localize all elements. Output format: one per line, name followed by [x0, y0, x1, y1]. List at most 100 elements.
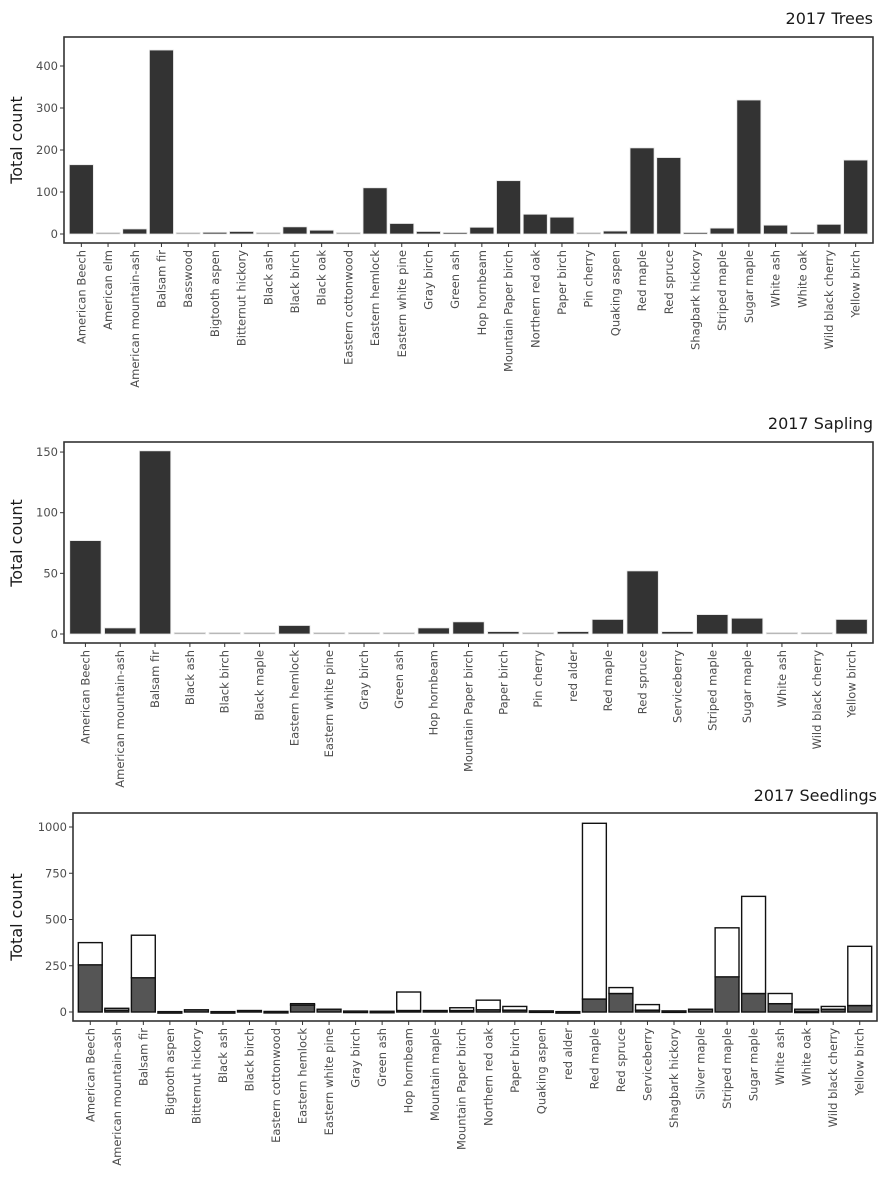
seedlings-bar-lower [847, 1004, 873, 1013]
seedlings-bar-lower [369, 1010, 395, 1014]
seedlings-bar-lower [157, 1010, 183, 1014]
sapling-y-tick-label: 100 [36, 506, 58, 520]
trees-bar [576, 232, 602, 235]
sapling-bar [487, 631, 520, 635]
sapling-bar [731, 617, 764, 635]
seedlings-bar-lower [555, 1010, 581, 1014]
seedlings-x-tick-label: Hop hornbeam [402, 1028, 416, 1113]
trees-bar [549, 216, 575, 235]
trees-bar [202, 231, 228, 235]
seedlings-bar-lower [77, 964, 103, 1013]
seedlings-x-tick-label: American mountain-ash [110, 1028, 124, 1166]
trees-x-tick-label: White oak [795, 250, 809, 308]
trees-y-tick-label: 300 [36, 101, 58, 115]
sapling-bar [765, 632, 799, 635]
trees-bar [335, 232, 361, 235]
sapling-bar [382, 632, 415, 635]
seedlings-bar-upper [847, 945, 873, 1007]
trees-x-ticks: American Beech American elm American mount… [74, 243, 863, 388]
trees-chart: 2017 Trees Total count 0 100 200 300 400 Ame… [7, 9, 874, 388]
sapling-plot-frame [63, 441, 874, 644]
seedlings-x-tick-label: Silver maple [694, 1028, 708, 1100]
seedlings-x-tick-label: Gray birch [349, 1028, 363, 1088]
sapling-bar [208, 632, 241, 635]
seedlings-x-tick-label: Red maple [587, 1028, 601, 1089]
sapling-x-tick-label: Wild black cherry [810, 650, 824, 750]
trees-x-tick-label: Gray birch [421, 250, 435, 310]
sapling-x-tick-label: Mountain Paper birch [462, 650, 476, 772]
seedlings-bar-upper [581, 822, 608, 1000]
seedlings-bar-upper [740, 895, 767, 995]
seedlings-bar-upper [794, 1008, 820, 1012]
trees-bar [709, 227, 735, 235]
seedlings-bar-lower [608, 992, 634, 1013]
seedlings-bars [77, 822, 873, 1014]
seedlings-x-tick-label: Mountain maple [428, 1028, 442, 1121]
sapling-x-tick-label: American Beech [78, 650, 92, 744]
seedlings-x-tick-label: Northern red oak [481, 1028, 495, 1126]
seedlings-x-tick-label: Striped maple [720, 1028, 734, 1109]
sapling-x-tick-label: Balsam fir [148, 650, 162, 708]
trees-x-tick-label: Green ash [448, 250, 462, 309]
trees-bar [469, 226, 495, 235]
trees-y-tick-label: 400 [36, 59, 58, 73]
sapling-bar [278, 625, 311, 635]
trees-bar [736, 99, 762, 235]
seedlings-bar-upper [767, 992, 793, 1005]
seedlings-x-tick-label: Quaking aspen [534, 1028, 548, 1114]
seedlings-x-ticks: American Beech American mountain-ash Balsa… [83, 1021, 867, 1166]
sapling-x-tick-label: Striped maple [705, 650, 719, 731]
trees-x-tick-label: American mountain-ash [128, 250, 142, 388]
seedlings-x-tick-label: Paper birch [508, 1028, 522, 1093]
seedlings-chart: 2017 Seedlings Total count 0 250 500 750 100… [7, 786, 878, 1166]
seedlings-x-tick-label: Eastern cottonwood [269, 1028, 283, 1143]
sapling-bar [313, 632, 346, 635]
sapling-x-tick-label: Black ash [183, 650, 197, 705]
trees-bar [175, 232, 201, 235]
seedlings-x-tick-label: Red spruce [614, 1028, 628, 1092]
trees-bar [68, 164, 94, 235]
trees-x-tick-label: Red spruce [662, 250, 676, 314]
trees-x-tick-label: Striped maple [715, 250, 729, 331]
seedlings-x-tick-label: Shagbark hickory [667, 1028, 681, 1128]
sapling-y-tick-label: 50 [43, 566, 58, 580]
trees-bar [389, 223, 415, 235]
trees-bar [309, 229, 335, 235]
trees-x-tick-label: Bigtooth aspen [208, 250, 222, 337]
trees-y-tick-label: 0 [51, 227, 58, 241]
trees-x-tick-label: Yellow birch [849, 250, 863, 319]
trees-x-tick-label: Black ash [261, 250, 275, 305]
sapling-x-tick-label: Red spruce [636, 650, 650, 714]
seedlings-bar-upper [77, 941, 103, 966]
seedlings-x-tick-label: Bigtooth aspen [163, 1028, 177, 1115]
trees-bar [496, 180, 521, 235]
trees-bar [629, 147, 655, 235]
seedlings-chart-title: 2017 Seedlings [754, 786, 877, 805]
sapling-x-tick-label: Gray birch [357, 650, 371, 710]
sapling-bar [591, 619, 624, 635]
sapling-x-tick-label: Pin cherry [531, 650, 545, 708]
trees-bars [68, 49, 869, 235]
sapling-chart-title: 2017 Sapling [768, 414, 873, 433]
trees-x-tick-label: Basswood [181, 250, 195, 308]
seedlings-bar-lower [236, 1009, 263, 1013]
seedlings-y-ticks: 0 250 500 750 1000 [38, 820, 73, 1019]
seedlings-y-tick-label: 500 [45, 913, 67, 927]
sapling-x-tick-label: Paper birch [496, 650, 510, 715]
sapling-bar [347, 632, 381, 635]
seedlings-y-tick-label: 750 [45, 866, 67, 880]
seedlings-bar-lower [183, 1009, 210, 1013]
sapling-bar [556, 631, 590, 635]
seedlings-bar-lower [687, 1008, 714, 1013]
sapling-x-tick-label: Black maple [253, 650, 267, 721]
seedlings-bar-lower [581, 998, 608, 1013]
seedlings-bar-upper [714, 927, 740, 978]
seedlings-bar-lower [528, 1010, 554, 1014]
sapling-bar [661, 631, 694, 635]
sapling-bar [69, 540, 102, 635]
sapling-bar [522, 632, 555, 635]
seedlings-bar-upper [502, 1005, 528, 1011]
trees-x-tick-label: Northern red oak [528, 250, 542, 348]
seedlings-x-tick-label: Serviceberry [640, 1028, 654, 1101]
seedlings-x-tick-label: Green ash [375, 1028, 389, 1087]
